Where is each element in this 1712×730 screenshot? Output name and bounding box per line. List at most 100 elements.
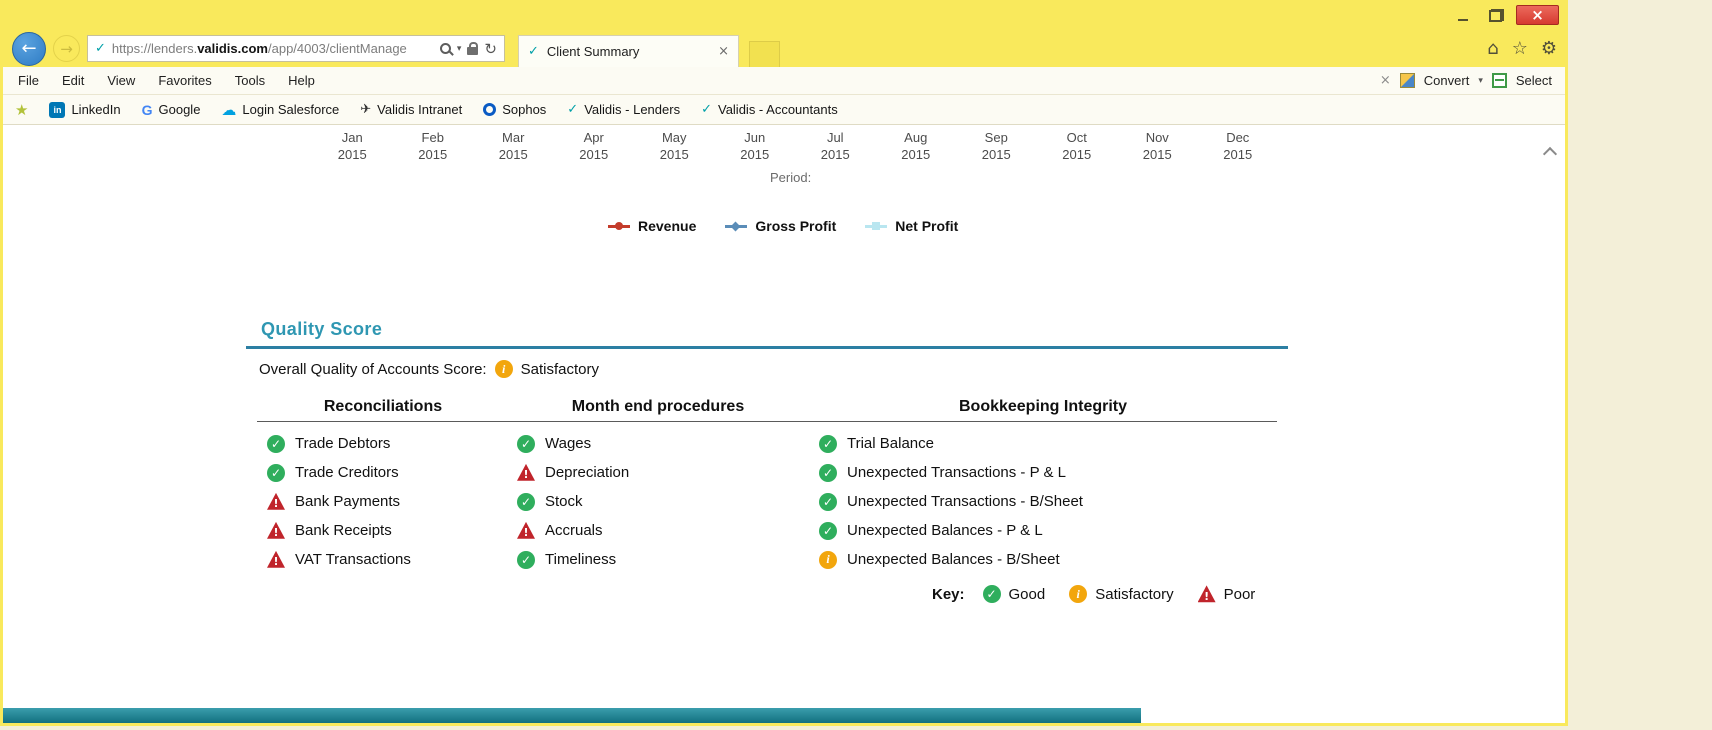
forward-icon[interactable]: → (53, 35, 80, 62)
favorite-label: Sophos (502, 102, 547, 117)
new-tab-button[interactable] (749, 41, 780, 67)
status-good-icon (982, 585, 1001, 603)
favorite-salesforce[interactable]: ☁ Login Salesforce (221, 101, 339, 119)
quality-item-label: Accruals (545, 522, 603, 539)
tab-title: Client Summary (546, 44, 640, 59)
month-label: May 2015 (659, 130, 689, 162)
favorite-label: LinkedIn (71, 102, 121, 117)
revenue-marker-icon (608, 221, 630, 230)
browser-window: × ← → ✓ https://lenders.validis.com/app/… (0, 0, 1568, 726)
lock-icon (467, 42, 479, 55)
legend-label: Net Profit (895, 218, 959, 234)
quality-item-label: Unexpected Transactions - B/Sheet (847, 493, 1083, 510)
month-label: Dec 2015 (1223, 130, 1253, 162)
page-content: Jan 2015 Feb 2015 Mar 2015 Apr 2015 May 2015 … (3, 125, 1565, 723)
favorite-sophos[interactable]: Sophos (483, 102, 546, 117)
close-button[interactable]: × (1516, 5, 1559, 25)
overall-score-value: Satisfactory (520, 360, 599, 378)
legend-label: Gross Profit (755, 218, 837, 234)
legend-revenue: Revenue (608, 218, 696, 234)
back-icon[interactable]: ← (12, 31, 46, 66)
url-field-icons: ▾ ↻ (439, 39, 497, 58)
overall-score-row: Overall Quality of Accounts Score: Satis… (259, 360, 599, 378)
legend-net-profit: Net Profit (865, 218, 958, 234)
month-label: Apr 2015 (579, 130, 609, 162)
status-icon (267, 434, 285, 453)
key-entry-good: Good (982, 585, 1045, 603)
status-poor-icon (1198, 585, 1216, 603)
quality-item-label: VAT Transactions (295, 551, 411, 568)
month-label: Oct 2015 (1062, 130, 1092, 162)
quality-item-label: Unexpected Balances - B/Sheet (847, 551, 1060, 568)
menu-favorites[interactable]: Favorites (158, 73, 212, 88)
status-icon (517, 434, 535, 453)
maximize-button[interactable] (1482, 5, 1511, 25)
quality-item-label: Wages (545, 435, 592, 452)
quality-item: Trade Creditors (267, 458, 509, 487)
settings-gear-icon[interactable]: ⚙ (1540, 38, 1557, 59)
tab-close-icon[interactable]: × (718, 44, 729, 59)
month-label: Mar 2015 (498, 130, 528, 162)
column-header-rule (257, 421, 1277, 422)
search-caret-icon[interactable]: ▾ (456, 43, 462, 54)
quality-item-label: Unexpected Transactions - P & L (847, 464, 1067, 481)
convert-button[interactable]: Convert (1423, 73, 1470, 88)
search-icon[interactable] (439, 43, 451, 54)
convert-caret-icon[interactable]: ▾ (1478, 75, 1483, 86)
favorites-bar-star-icon[interactable]: ★ (15, 100, 29, 119)
section-bar (3, 708, 1141, 723)
chart-month-axis: Jan 2015 Feb 2015 Mar 2015 Apr 2015 May 2015 … (312, 129, 1278, 163)
minimize-button[interactable] (1448, 5, 1477, 25)
gross-profit-marker-icon (725, 221, 748, 231)
select-button[interactable]: Select (1515, 73, 1552, 88)
key-entry-label: Satisfactory (1095, 585, 1174, 603)
intranet-icon: ✈ (360, 102, 372, 117)
quality-item: Trade Debtors (267, 429, 509, 458)
quality-item: Stock (517, 487, 809, 516)
status-icon (819, 550, 837, 569)
favorite-google[interactable]: G Google (142, 102, 201, 118)
menu-edit[interactable]: Edit (61, 73, 85, 88)
quality-item-label: Stock (545, 493, 583, 510)
column-header: Bookkeeping Integrity (958, 398, 1128, 415)
status-icon (819, 492, 837, 511)
status-satisfactory-icon (494, 360, 513, 378)
column-reconciliations: Reconciliations Trade Debtors Trade Cred… (257, 398, 509, 574)
quality-item: Wages (517, 429, 809, 458)
column-header: Month end procedures (571, 398, 745, 415)
addon-close-icon[interactable]: × (1379, 73, 1391, 88)
marker-shape (730, 221, 741, 231)
menu-help[interactable]: Help (288, 73, 315, 88)
favorites-star-icon[interactable]: ☆ (1511, 38, 1528, 59)
status-icon (819, 521, 837, 540)
refresh-icon[interactable]: ↻ (484, 39, 497, 58)
month-label: Jun 2015 (740, 130, 770, 162)
favorite-validis-accountants[interactable]: ✓ Validis - Accountants (701, 102, 838, 117)
favorite-linkedin[interactable]: in LinkedIn (49, 101, 121, 118)
quality-item: Bank Receipts (267, 516, 509, 545)
quality-item-label: Bank Payments (295, 493, 401, 510)
status-icon (267, 493, 285, 511)
menu-file[interactable]: File (18, 73, 39, 88)
status-icon (819, 463, 837, 482)
menu-view[interactable]: View (107, 73, 136, 88)
url-input[interactable]: ✓ https://lenders.validis.com/app/4003/c… (87, 35, 505, 62)
home-icon[interactable]: ⌂ (1487, 38, 1499, 59)
menu-tools[interactable]: Tools (234, 73, 266, 88)
scroll-up-icon[interactable] (1543, 145, 1557, 159)
favorite-validis-lenders[interactable]: ✓ Validis - Lenders (567, 102, 680, 117)
favorite-label: Google (158, 102, 201, 117)
favorite-label: Login Salesforce (242, 102, 340, 117)
favorite-label: Validis - Accountants (717, 102, 838, 117)
browser-toolbar-icons: ⌂ ☆ ⚙ (1487, 38, 1557, 59)
site-favicon-icon: ✓ (95, 41, 106, 56)
status-icon (267, 551, 285, 569)
quality-item: Trial Balance (819, 429, 1277, 458)
tab-client-summary[interactable]: ✓ Client Summary × (518, 35, 739, 67)
favorite-validis-intranet[interactable]: ✈ Validis Intranet (360, 102, 462, 117)
url-text: https://lenders.validis.com/app/4003/cli… (111, 41, 407, 56)
column-header: Reconciliations (323, 398, 443, 415)
quality-item: Bank Payments (267, 487, 509, 516)
title-bar: × (3, 0, 1565, 30)
